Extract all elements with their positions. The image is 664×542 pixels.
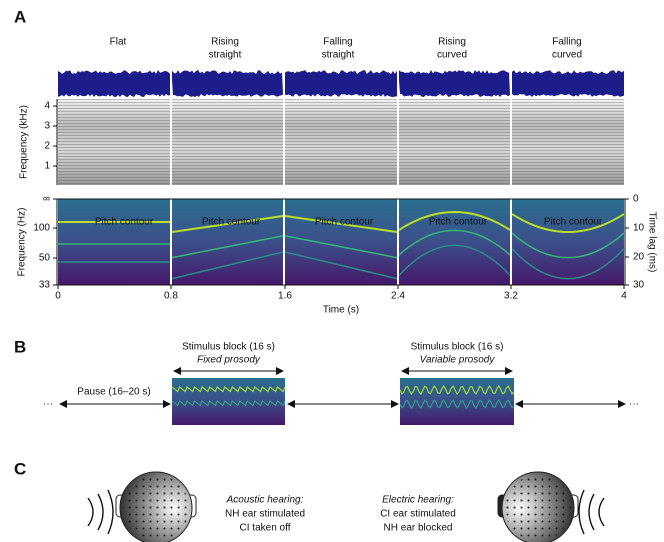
sound-wave [599,498,604,526]
condition-line: CI ear stimulated [380,509,456,520]
sound-wave [108,490,113,534]
block-title: Stimulus block (16 s) [182,342,275,353]
panel-label: B [14,337,26,356]
tick-label: 1.6 [278,291,292,302]
condition-label: Rising [438,37,466,48]
autocorrelogram [285,199,397,285]
electrodes [505,475,571,541]
contour-label: Pitch contour [429,217,488,228]
sound-wave [98,494,103,530]
figure: A Flat Rising straight Falling straight Rising… [0,0,664,542]
spectrogram-texture [399,99,510,185]
ellipsis: ··· [629,399,639,410]
waveform [285,70,397,97]
tick-label: 4 [621,291,627,302]
condition-label: curved [437,50,467,61]
autocorrelogram [172,199,283,285]
spectrogram-texture [58,99,170,185]
waveform [58,70,170,97]
panel-label: C [14,459,26,478]
axis-title: Time (s) [323,305,359,316]
condition-title: Electric hearing: [382,495,454,506]
tick-label: ∞ [43,194,50,205]
axis-title: Time lag (ms) [646,212,657,273]
sound-wave [579,490,584,534]
axis-title: Frequency (Hz) [17,208,28,277]
contour-label: Pitch contour [544,217,603,228]
spectrogram-texture [285,99,397,185]
electrodes [123,475,189,541]
condition-label: curved [552,50,582,61]
pause-label: Pause (16–20 s) [77,387,150,398]
stimulus-spectrogram [172,378,285,425]
ellipsis: ··· [43,399,53,410]
page: {"panel_a": {"label": "A", "conditions":… [0,0,664,542]
condition-label: straight [322,50,355,61]
autocorrelogram [58,199,170,285]
spectrogram-texture [512,99,624,185]
waveform [399,70,510,97]
condition-line: CI taken off [240,523,291,534]
tick-label: 2 [44,141,50,152]
condition-title: Acoustic hearing: [226,495,304,506]
axis-title: Frequency (kHz) [19,105,30,179]
condition-line: NH ear stimulated [225,509,305,520]
tick-label: 4 [44,101,50,112]
block-title: Stimulus block (16 s) [411,342,504,353]
tick-label: 30 [633,280,645,291]
tick-label: 0.8 [164,291,178,302]
autocorrelogram [512,199,624,285]
tick-label: 10 [633,223,645,234]
condition-label: Falling [323,37,352,48]
tick-label: 1 [44,161,50,172]
tick-label: 20 [633,252,645,263]
condition-label: straight [209,50,242,61]
tick-label: 50 [39,253,51,264]
tick-label: 0 [55,291,61,302]
condition-line: NH ear blocked [384,523,453,534]
waveform [172,70,283,97]
tick-label: 3.2 [504,291,518,302]
block-subtitle: Fixed prosody [197,355,261,366]
block-subtitle: Variable prosody [420,355,496,366]
waveform [512,70,624,97]
contour-label: Pitch contour [315,217,374,228]
condition-label: Flat [110,37,127,48]
contour-label: Pitch contour [95,217,154,228]
tick-label: 3 [44,121,50,132]
tick-label: 2.4 [391,291,405,302]
sound-wave [88,498,93,526]
tick-label: 33 [39,280,51,291]
condition-label: Falling [552,37,581,48]
sound-wave [589,494,594,530]
spectrogram-texture [172,99,283,185]
contour-label: Pitch contour [202,217,261,228]
condition-label: Rising [211,37,239,48]
panel-label: A [14,7,26,26]
tick-label: 100 [33,223,50,234]
tick-label: 0 [633,194,639,205]
